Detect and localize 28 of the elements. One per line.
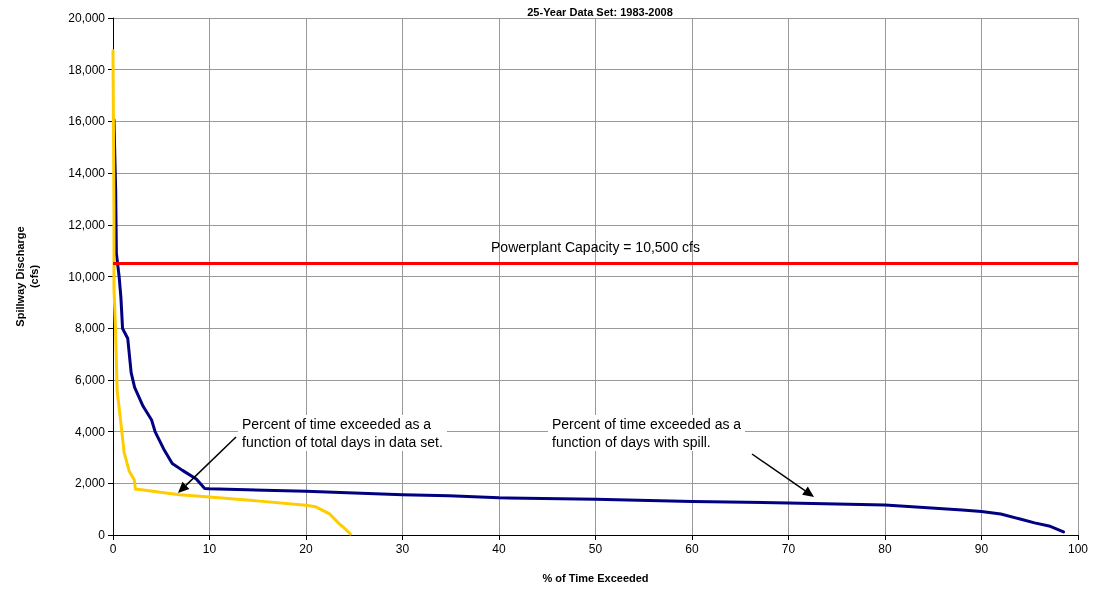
annotation: Percent of time exceeded as a function of total days in data set. [238,415,447,451]
x-tick-label: 0 [109,542,117,556]
y-tick-label: 0 [98,528,106,542]
y-tick-label: 2,000 [74,476,106,491]
x-axis-title: % of Time Exceeded [542,572,649,584]
y-tick-label: 8,000 [74,321,106,336]
x-tick-label: 100 [1067,542,1089,556]
x-tick-label: 10 [202,542,217,556]
y-tick-label: 12,000 [68,217,106,232]
y-tick-label: 10,000 [68,269,106,284]
x-tick-label: 50 [588,542,603,556]
y-tick-label: 18,000 [68,62,106,77]
x-tick-label: 80 [878,542,892,556]
x-tick-label: 90 [974,542,989,556]
x-tick-label: 20 [299,542,313,556]
y-tick-label: 6,000 [74,372,106,387]
chart-title: 25-Year Data Set: 1983-2008 [527,5,673,18]
x-tick-label: 60 [685,542,699,556]
y-tick-label: 20,000 [68,11,106,25]
y-axis-title: Spillway Discharge (cfs) [14,226,40,327]
x-tick-label: 70 [781,542,796,556]
x-tick-label: 30 [395,542,410,556]
y-tick-label: 4,000 [74,424,106,439]
y-tick-label: 14,000 [68,166,106,181]
annotation: Percent of time exceeded as a function of days with spill. [548,415,746,451]
x-tick-label: 40 [492,542,506,556]
y-tick-label: 16,000 [68,114,106,129]
ref-line-label: Powerplant Capacity = 10,500 cfs [491,238,700,255]
